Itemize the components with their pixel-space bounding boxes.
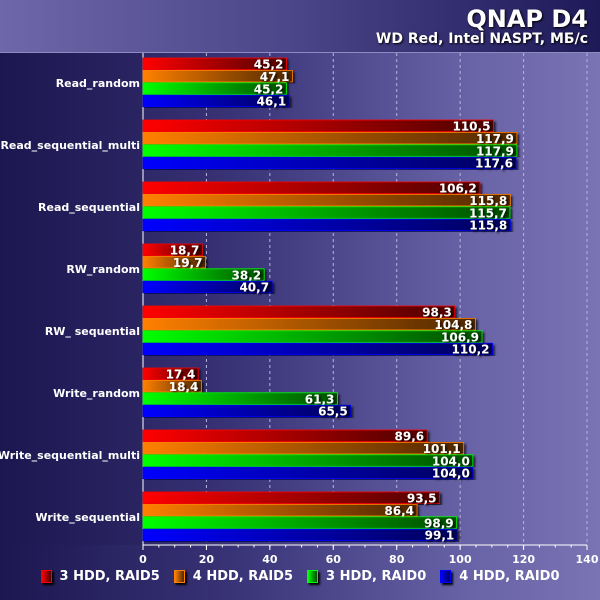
bar-value-label: 110,5 xyxy=(452,120,490,134)
chart-header: QNAP D4 WD Red, Intel NASPT, МБ/с xyxy=(0,0,600,53)
category-label: Write_random xyxy=(53,387,140,400)
bar xyxy=(142,144,518,157)
x-tick-label: 120 xyxy=(512,553,535,566)
bar-value-label: 18,7 xyxy=(170,244,200,258)
bar-value-label: 18,4 xyxy=(169,380,199,394)
bar-value-label: 89,6 xyxy=(395,430,425,444)
bar-value-label: 115,8 xyxy=(469,219,507,233)
bar xyxy=(142,503,418,517)
bar-value-label: 101,1 xyxy=(423,442,461,456)
bar xyxy=(142,119,494,132)
bar-value-label: 117,6 xyxy=(475,157,513,171)
bar xyxy=(142,342,493,356)
legend-swatch xyxy=(173,570,185,583)
bar xyxy=(142,317,476,331)
bar-value-label: 98,3 xyxy=(422,306,452,320)
category-label: Read_sequential_multi xyxy=(0,139,140,152)
bar-value-label: 47,1 xyxy=(260,70,290,84)
legend-swatch xyxy=(307,570,318,583)
bar-value-label: 106,2 xyxy=(439,182,477,196)
bar-value-label: 93,5 xyxy=(407,492,437,506)
legend-label: 4 HDD, RAID5 xyxy=(192,569,293,584)
chart-title: QNAP D4 xyxy=(466,5,588,33)
bar xyxy=(142,181,481,194)
legend-label: 4 HDD, RAID0 xyxy=(459,569,560,584)
x-tick-label: 20 xyxy=(199,553,215,566)
bar xyxy=(142,255,206,269)
legend-swatch xyxy=(40,570,52,583)
bar xyxy=(142,243,203,256)
legend-label: 3 HDD, RAID0 xyxy=(326,569,427,584)
bar xyxy=(142,330,483,343)
bar-value-label: 110,2 xyxy=(452,343,490,357)
legend-swatch xyxy=(440,570,452,583)
bar-value-label: 104,8 xyxy=(434,318,472,332)
bar xyxy=(142,131,518,145)
bar xyxy=(142,57,287,70)
bar xyxy=(142,429,428,442)
bar-value-label: 99,1 xyxy=(425,529,455,543)
category-label: Read_sequential xyxy=(38,201,140,214)
bar-value-label: 117,9 xyxy=(476,132,514,146)
category-label-pane xyxy=(0,53,143,545)
bar-value-label: 45,2 xyxy=(254,82,284,96)
bar-value-label: 106,9 xyxy=(441,330,479,344)
bar xyxy=(142,379,202,393)
category-label: Read_random xyxy=(56,77,140,90)
bar xyxy=(142,491,440,504)
bar xyxy=(142,218,511,232)
legend-label: 3 HDD, RAID5 xyxy=(59,569,160,584)
bar xyxy=(142,70,293,83)
bar xyxy=(142,280,273,294)
category-label: RW_ sequential xyxy=(45,325,140,338)
bar-value-label: 104,0 xyxy=(432,454,470,468)
bar-value-label: 61,3 xyxy=(305,392,335,406)
x-tick-label: 80 xyxy=(389,553,405,566)
bar xyxy=(142,404,352,418)
bar-value-label: 19,7 xyxy=(173,256,203,270)
bar-value-label: 38,2 xyxy=(232,268,262,282)
x-tick-label: 140 xyxy=(576,553,599,566)
bar xyxy=(142,392,338,405)
category-label: RW_random xyxy=(66,263,140,276)
bar-value-label: 45,2 xyxy=(254,58,284,72)
category-label: Write_sequential_multi xyxy=(0,449,140,462)
bar xyxy=(142,82,287,95)
category-label: Write_sequential xyxy=(35,511,140,524)
x-tick-label: 40 xyxy=(262,553,278,566)
legend-item: 3 HDD, RAID0 xyxy=(307,569,426,584)
bar-value-label: 40,7 xyxy=(239,281,269,295)
bar xyxy=(142,454,474,467)
bar-value-label: 98,9 xyxy=(424,516,454,530)
bar-value-label: 115,7 xyxy=(469,206,507,220)
bar-value-label: 115,8 xyxy=(469,194,507,208)
bar xyxy=(142,206,511,219)
bar-value-label: 65,5 xyxy=(318,405,348,419)
legend: 3 HDD, RAID5 4 HDD, RAID5 3 HDD, RAID0 4 HD… xyxy=(0,569,600,584)
bar xyxy=(142,156,517,170)
legend-item: 4 HDD, RAID0 xyxy=(440,569,560,584)
bar xyxy=(142,367,199,380)
bar-value-label: 86,4 xyxy=(384,504,414,518)
chart-subtitle: WD Red, Intel NASPT, МБ/с xyxy=(375,31,588,47)
bar xyxy=(142,441,465,455)
bar-value-label: 17,4 xyxy=(166,368,196,382)
legend-item: 3 HDD, RAID5 xyxy=(40,569,160,584)
bar xyxy=(142,466,474,480)
bar xyxy=(142,528,458,542)
x-tick-label: 100 xyxy=(449,553,472,566)
bar xyxy=(142,305,456,318)
bar-value-label: 46,1 xyxy=(257,95,287,109)
x-tick-label: 0 xyxy=(139,553,147,566)
legend-item: 4 HDD, RAID5 xyxy=(173,569,293,584)
bar xyxy=(142,193,511,207)
bar-value-label: 117,9 xyxy=(476,144,514,158)
bar xyxy=(142,268,265,281)
bar xyxy=(142,516,458,529)
bar-value-label: 104,0 xyxy=(432,467,470,481)
bar xyxy=(142,94,290,108)
x-tick-label: 60 xyxy=(326,553,342,566)
